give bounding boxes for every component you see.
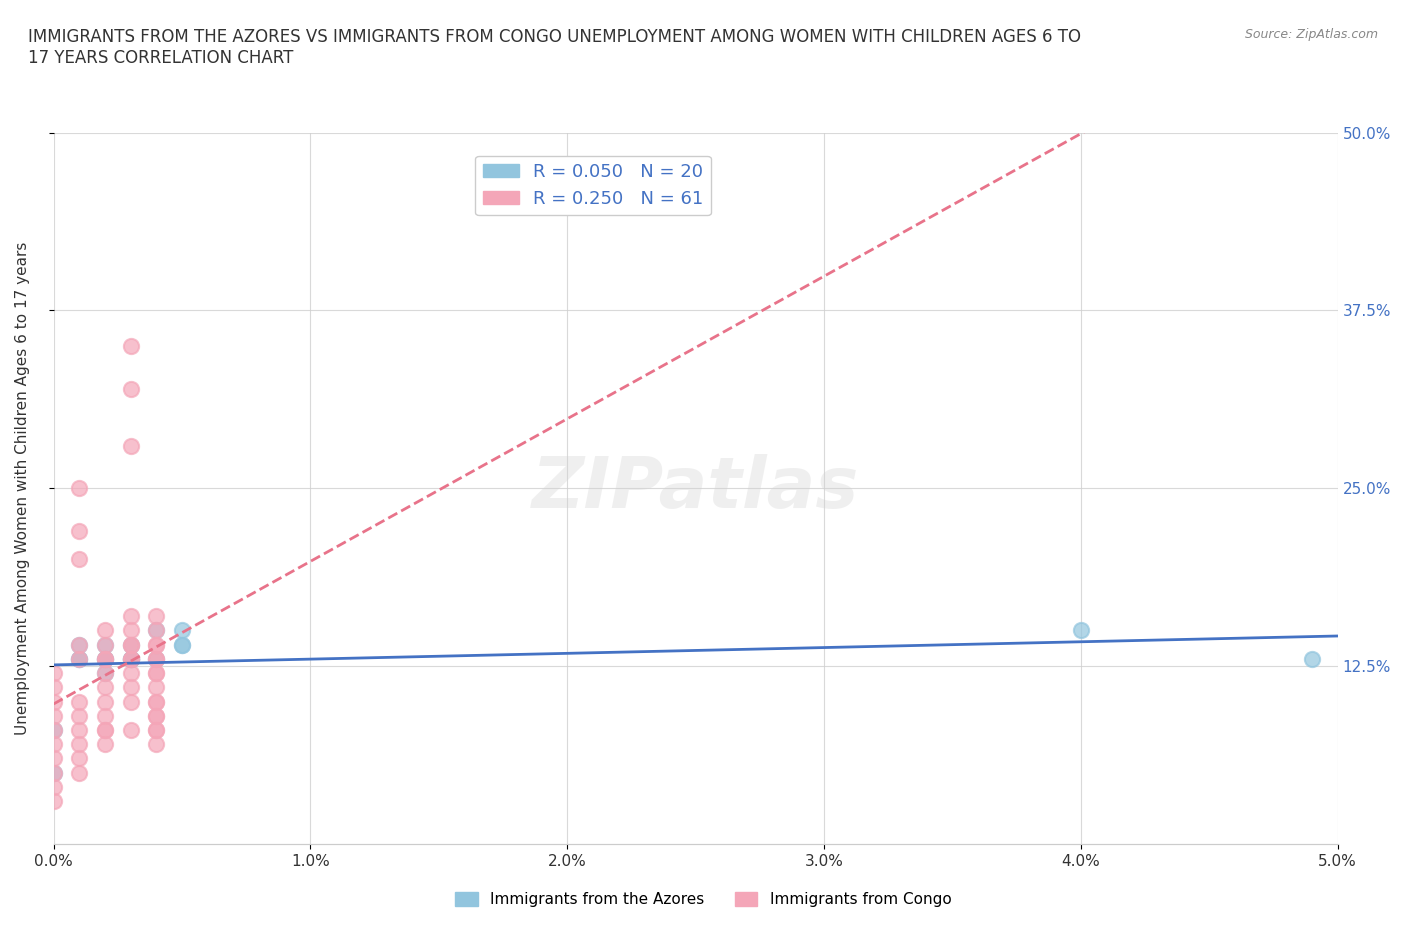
- Point: [42, 765, 65, 780]
- Point: [67, 551, 90, 566]
- Point: [120, 609, 142, 624]
- Point: [120, 651, 142, 666]
- Point: [120, 637, 142, 652]
- Point: [170, 623, 193, 638]
- Point: [145, 651, 167, 666]
- Point: [145, 623, 167, 638]
- Point: [94, 723, 117, 737]
- Point: [120, 623, 142, 638]
- Point: [145, 609, 167, 624]
- Point: [67, 765, 90, 780]
- Point: [94, 680, 117, 695]
- Point: [145, 694, 167, 709]
- Point: [42, 723, 65, 737]
- Point: [67, 481, 90, 496]
- Point: [120, 637, 142, 652]
- Point: [120, 666, 142, 681]
- Point: [42, 723, 65, 737]
- Point: [1070, 623, 1092, 638]
- Point: [145, 694, 167, 709]
- Point: [94, 666, 117, 681]
- Point: [145, 637, 167, 652]
- Text: ZIPatlas: ZIPatlas: [531, 454, 859, 523]
- Point: [42, 709, 65, 724]
- Text: IMMIGRANTS FROM THE AZORES VS IMMIGRANTS FROM CONGO UNEMPLOYMENT AMONG WOMEN WIT: IMMIGRANTS FROM THE AZORES VS IMMIGRANTS…: [28, 28, 1081, 67]
- Point: [67, 651, 90, 666]
- Point: [120, 651, 142, 666]
- Point: [120, 694, 142, 709]
- Point: [42, 779, 65, 794]
- Y-axis label: Unemployment Among Women with Children Ages 6 to 17 years: Unemployment Among Women with Children A…: [15, 242, 30, 735]
- Point: [67, 694, 90, 709]
- Point: [67, 751, 90, 766]
- Point: [94, 637, 117, 652]
- Point: [94, 666, 117, 681]
- Point: [67, 637, 90, 652]
- Point: [94, 737, 117, 751]
- Point: [145, 651, 167, 666]
- Point: [120, 381, 142, 396]
- Legend: R = 0.050   N = 20, R = 0.250   N = 61: R = 0.050 N = 20, R = 0.250 N = 61: [475, 156, 710, 216]
- Point: [145, 666, 167, 681]
- Point: [94, 637, 117, 652]
- Point: [94, 694, 117, 709]
- Point: [1301, 651, 1323, 666]
- Point: [42, 765, 65, 780]
- Point: [94, 651, 117, 666]
- Point: [42, 751, 65, 766]
- Point: [145, 651, 167, 666]
- Point: [67, 737, 90, 751]
- Point: [120, 438, 142, 453]
- Point: [120, 651, 142, 666]
- Point: [120, 637, 142, 652]
- Point: [67, 709, 90, 724]
- Point: [42, 737, 65, 751]
- Point: [94, 623, 117, 638]
- Point: [145, 680, 167, 695]
- Point: [145, 723, 167, 737]
- Point: [170, 637, 193, 652]
- Point: [67, 637, 90, 652]
- Text: Source: ZipAtlas.com: Source: ZipAtlas.com: [1244, 28, 1378, 41]
- Point: [94, 709, 117, 724]
- Point: [94, 651, 117, 666]
- Point: [42, 680, 65, 695]
- Point: [120, 680, 142, 695]
- Point: [120, 723, 142, 737]
- Point: [120, 339, 142, 353]
- Point: [145, 737, 167, 751]
- Point: [145, 623, 167, 638]
- Point: [145, 709, 167, 724]
- Point: [145, 637, 167, 652]
- Legend: Immigrants from the Azores, Immigrants from Congo: Immigrants from the Azores, Immigrants f…: [449, 885, 957, 913]
- Point: [145, 723, 167, 737]
- Point: [145, 709, 167, 724]
- Point: [42, 666, 65, 681]
- Point: [94, 651, 117, 666]
- Point: [94, 651, 117, 666]
- Point: [67, 651, 90, 666]
- Point: [120, 651, 142, 666]
- Point: [120, 651, 142, 666]
- Point: [67, 524, 90, 538]
- Point: [67, 723, 90, 737]
- Point: [94, 723, 117, 737]
- Point: [42, 793, 65, 808]
- Point: [170, 637, 193, 652]
- Point: [42, 694, 65, 709]
- Point: [145, 666, 167, 681]
- Point: [67, 651, 90, 666]
